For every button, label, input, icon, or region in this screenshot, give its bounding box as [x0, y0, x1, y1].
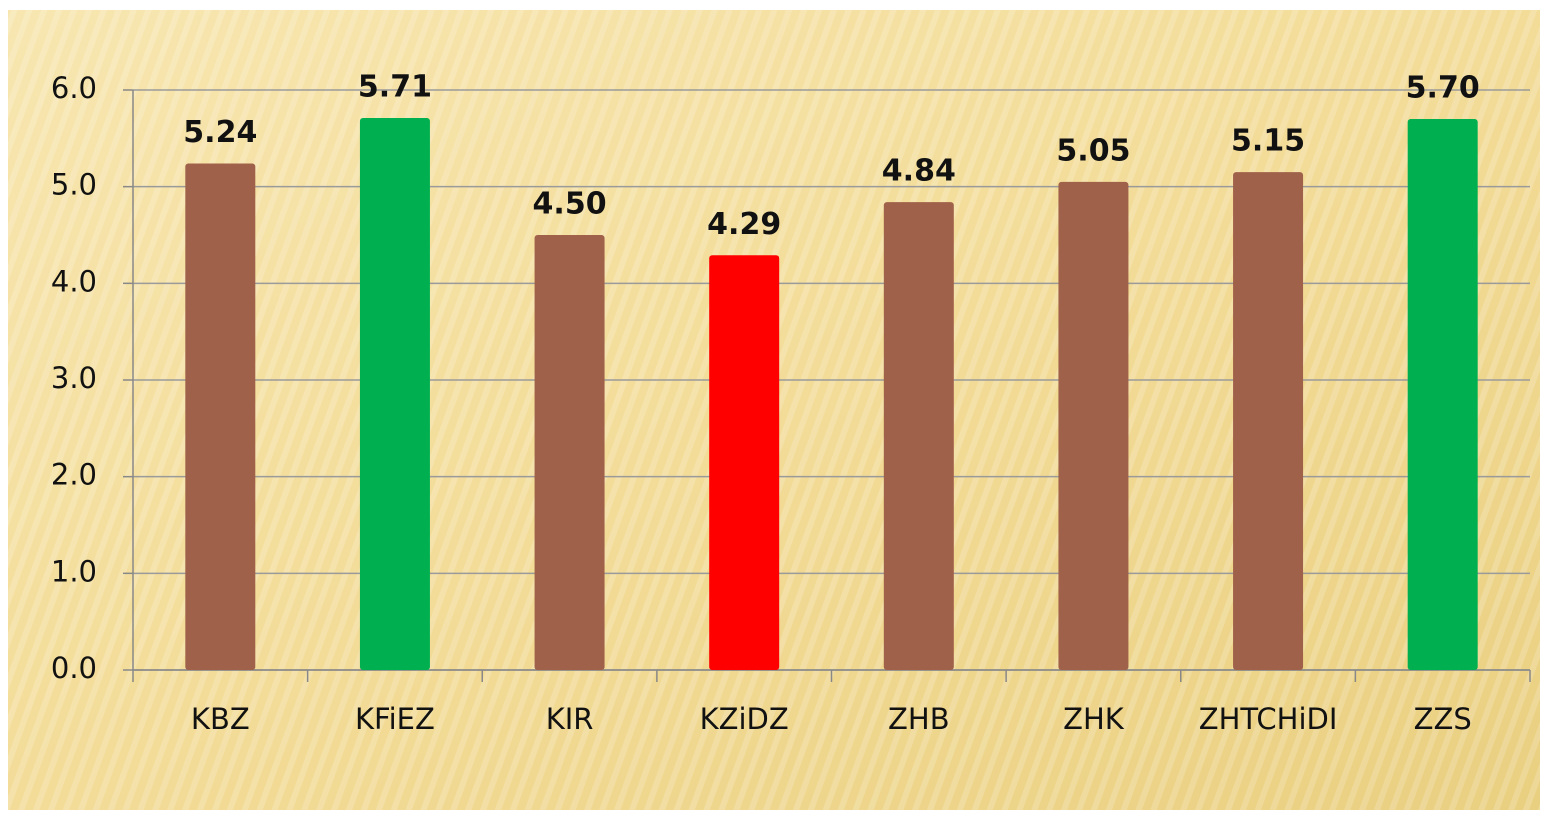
y-tick-label: 5.0 [51, 168, 97, 202]
value-label: 5.70 [1406, 71, 1480, 106]
bar [359, 118, 430, 671]
y-tick-label: 6.0 [51, 71, 97, 105]
x-tick-label: ZZS [1414, 702, 1472, 736]
bar [185, 163, 256, 670]
bar [1407, 119, 1478, 670]
value-label: 4.29 [707, 207, 781, 242]
value-label: 5.05 [1056, 133, 1130, 168]
x-tick-label: KZiDZ [700, 702, 789, 736]
value-label: 5.24 [183, 115, 257, 150]
value-label: 5.71 [358, 70, 432, 105]
bar [1058, 181, 1129, 671]
x-tick-label: KIR [546, 702, 594, 736]
value-label: 5.15 [1231, 124, 1305, 159]
x-tick-label: ZHB [888, 702, 950, 736]
x-tick-label: KBZ [191, 702, 250, 736]
y-tick-label: 1.0 [51, 554, 97, 588]
y-tick-label: 0.0 [51, 651, 97, 685]
y-tick-label: 3.0 [51, 361, 97, 395]
y-tick-label: 4.0 [51, 264, 97, 298]
x-tick-label: ZHK [1063, 702, 1125, 736]
x-tick-label: KFiEZ [355, 702, 435, 736]
x-tick-label: ZHTCHiDI [1199, 702, 1338, 736]
value-label: 4.84 [882, 154, 956, 189]
y-tick-label: 2.0 [51, 458, 97, 492]
bar [534, 235, 605, 670]
bar [709, 255, 780, 671]
value-label: 4.50 [533, 187, 607, 222]
bar [883, 202, 954, 670]
bar [1233, 172, 1304, 670]
